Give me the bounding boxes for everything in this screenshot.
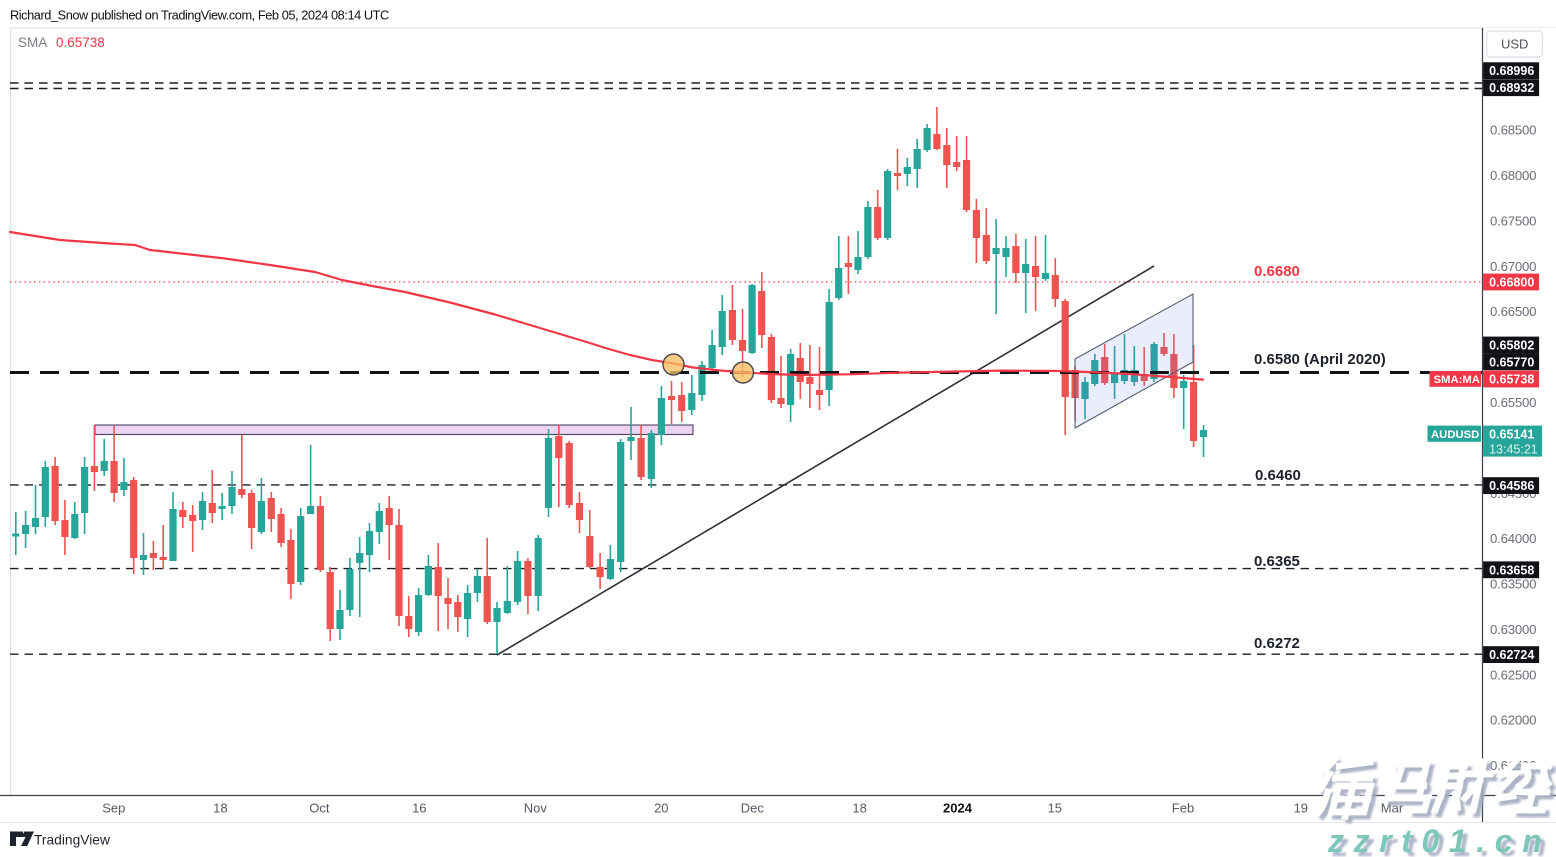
svg-text:0.68996: 0.68996: [1489, 64, 1534, 78]
svg-text:13:45:21: 13:45:21: [1489, 443, 1538, 457]
svg-text:Oct: Oct: [309, 801, 330, 816]
svg-text:0.6680: 0.6680: [1254, 263, 1300, 280]
svg-text:0.67000: 0.67000: [1490, 259, 1536, 274]
svg-text:0.65738: 0.65738: [1489, 373, 1534, 387]
svg-text:0.6580 (April 2020): 0.6580 (April 2020): [1254, 351, 1386, 368]
svg-text:20: 20: [654, 801, 668, 816]
svg-text:Dec: Dec: [741, 801, 765, 816]
svg-text:0.65141: 0.65141: [1489, 428, 1534, 442]
svg-text:Richard_Snow published on Trad: Richard_Snow published on TradingView.co…: [10, 8, 389, 23]
svg-text:SMA: SMA: [18, 35, 47, 50]
svg-text:Sep: Sep: [102, 801, 125, 816]
svg-text:0.68932: 0.68932: [1489, 81, 1534, 95]
svg-text:0.63000: 0.63000: [1490, 622, 1536, 637]
svg-text:2024: 2024: [943, 801, 973, 816]
svg-text:0.65500: 0.65500: [1490, 395, 1536, 410]
svg-text:0.64586: 0.64586: [1489, 479, 1534, 493]
svg-text:0.62500: 0.62500: [1490, 667, 1536, 682]
svg-text:0.6365: 0.6365: [1254, 553, 1300, 570]
svg-text:AUDUSD: AUDUSD: [1431, 429, 1479, 441]
svg-text:0.68000: 0.68000: [1490, 168, 1536, 183]
svg-text:18: 18: [852, 801, 866, 816]
svg-text:0.65770: 0.65770: [1489, 355, 1534, 369]
svg-text:0.67500: 0.67500: [1490, 214, 1536, 229]
svg-text:0.65738: 0.65738: [56, 35, 105, 50]
svg-text:0.6460: 0.6460: [1255, 467, 1301, 484]
svg-text:0.66800: 0.66800: [1489, 276, 1534, 290]
svg-text:0.63658: 0.63658: [1489, 563, 1534, 577]
svg-text:Mar: Mar: [1381, 801, 1404, 816]
svg-text:0.66500: 0.66500: [1490, 304, 1536, 319]
svg-text:SMA:MA: SMA:MA: [1434, 374, 1480, 386]
svg-text:0.65802: 0.65802: [1489, 339, 1534, 353]
svg-text:19: 19: [1294, 801, 1308, 816]
svg-text:18: 18: [213, 801, 227, 816]
svg-text:0.6272: 0.6272: [1254, 635, 1300, 652]
svg-text:TradingView: TradingView: [34, 833, 110, 848]
svg-text:15: 15: [1048, 801, 1062, 816]
svg-text:0.64000: 0.64000: [1490, 531, 1536, 546]
svg-text:Nov: Nov: [524, 801, 548, 816]
svg-text:USD: USD: [1501, 37, 1528, 52]
svg-text:0.68500: 0.68500: [1490, 123, 1536, 138]
svg-text:Feb: Feb: [1172, 801, 1194, 816]
svg-text:0.63500: 0.63500: [1490, 577, 1536, 592]
svg-text:0.62000: 0.62000: [1490, 713, 1536, 728]
svg-text:zzrt01.cn: zzrt01.cn: [1327, 823, 1551, 857]
svg-text:0.62724: 0.62724: [1489, 648, 1534, 662]
svg-text:16: 16: [412, 801, 426, 816]
